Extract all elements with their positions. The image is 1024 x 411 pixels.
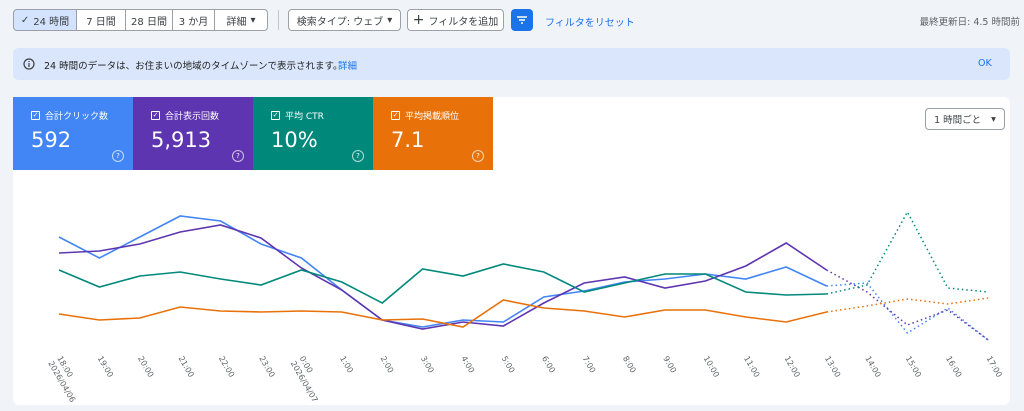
caret: ▾ (387, 14, 393, 26)
interval-label: 1 時間ごと (934, 115, 982, 126)
x-tick-label: 10:00 (702, 355, 721, 379)
x-tick-label: 6:00 (540, 355, 557, 375)
x-tick-label: 22:00 (217, 355, 236, 379)
metric-header: ✓ 合計クリック数 (31, 109, 133, 122)
filter-icon-button[interactable] (511, 9, 533, 31)
metric-tile[interactable]: ✓ 合計クリック数 592? (13, 97, 133, 170)
metric-value: 5,913 (151, 128, 212, 152)
filter-icon (517, 16, 527, 24)
range-label: 24 時間 (33, 16, 70, 28)
projected-line (826, 210, 989, 295)
x-tick-label: 16:00 (944, 355, 963, 379)
more-button[interactable]: 詳細 ▾ (214, 9, 268, 31)
range-label: 3 か月 (178, 16, 209, 28)
series-line (58, 263, 827, 304)
caret: ▾ (250, 14, 256, 26)
x-tick-label: 7:00 (580, 355, 597, 375)
x-tick-label: 2:00 (378, 355, 395, 375)
checkbox: ✓ (151, 111, 160, 120)
metric-label: 平均掲載順位 (405, 112, 460, 122)
x-tick-label: 5:00 (500, 355, 517, 375)
x-tick-label: 23:00 (257, 355, 276, 379)
plus-icon: + (412, 12, 425, 28)
add-filter-button[interactable]: + フィルタを追加 (407, 9, 504, 31)
help-icon: ? (112, 150, 124, 162)
checkbox: ✓ (391, 111, 400, 120)
banner-text: 24 時間のデータは、お住まいの地域のタイムゾーンで表示されます。 (44, 61, 343, 72)
help-icon: ? (472, 150, 484, 162)
projected-line (826, 269, 989, 341)
series-line (58, 224, 828, 330)
metric-value: 592 (31, 128, 72, 152)
range-label: 28 日間 (131, 16, 167, 28)
search-type-button[interactable]: 検索タイプ: ウェブ ▾ (288, 9, 401, 31)
x-tick-label: 13:00 (823, 355, 842, 379)
x-tick-label: 8:00 (621, 355, 638, 375)
range-button[interactable]: 7 日間 (76, 9, 126, 31)
projected-line (826, 282, 989, 341)
info-icon (23, 58, 35, 70)
metric-tile[interactable]: ✓ 平均 CTR 10%? (253, 97, 373, 170)
x-tick-label: 4:00 (459, 355, 476, 375)
checkbox: ✓ (271, 111, 280, 120)
x-tick-label: 17:00 (984, 355, 1003, 379)
x-tick-label: 12:00 (782, 355, 801, 379)
projected-line (826, 297, 989, 313)
metric-label: 平均 CTR (285, 112, 324, 122)
banner-link[interactable]: 詳細 (338, 61, 358, 72)
x-tick-label: 3:00 (419, 355, 436, 375)
x-tick-label: 11:00 (742, 355, 761, 379)
metric-label: 合計表示回数 (165, 112, 220, 122)
check-icon: ✓ (20, 14, 30, 26)
banner-ok[interactable]: OK (978, 58, 992, 69)
last-updated: 最終更新日: 4.5 時間前 (919, 17, 1020, 28)
add-filter-label: フィルタを追加 (428, 16, 499, 28)
x-tick-label: 20:00 (136, 355, 155, 379)
x-tick-label: 9:00 (661, 355, 678, 375)
metric-header: ✓ 平均 CTR (271, 109, 373, 122)
series-line (58, 299, 827, 328)
checkbox: ✓ (31, 111, 40, 120)
metric-value: 10% (271, 128, 318, 152)
more-label: 詳細 (226, 16, 247, 28)
range-label: 7 日間 (86, 16, 116, 28)
x-tick-label: 15:00 (904, 355, 923, 379)
range-button[interactable]: 28 日間 (125, 9, 173, 31)
info-banner: 24 時間のデータは、お住まいの地域のタイムゾーンで表示されます。 詳細 OK (13, 48, 1010, 80)
metric-header: ✓ 合計表示回数 (151, 109, 253, 122)
caret: ▾ (991, 113, 996, 125)
x-tick-label: 1:00 (338, 355, 355, 375)
help-icon: ? (232, 150, 244, 162)
interval-select[interactable]: 1 時間ごと ▾ (925, 108, 1005, 130)
x-tick-label: 21:00 (176, 355, 195, 379)
separator (278, 10, 279, 30)
metric-value: 7.1 (391, 128, 425, 152)
metric-label: 合計クリック数 (45, 112, 109, 122)
x-tick-label: 14:00 (863, 355, 882, 379)
metric-header: ✓ 平均掲載順位 (391, 109, 493, 122)
help-icon: ? (352, 150, 364, 162)
metric-tile[interactable]: ✓ 平均掲載順位 7.1? (373, 97, 493, 170)
metric-tile[interactable]: ✓ 合計表示回数 5,913? (133, 97, 253, 170)
x-tick-label: 19:00 (96, 355, 115, 379)
search-type-label: 検索タイプ: ウェブ (296, 16, 384, 28)
reset-link[interactable]: フィルタをリセット (545, 18, 635, 29)
